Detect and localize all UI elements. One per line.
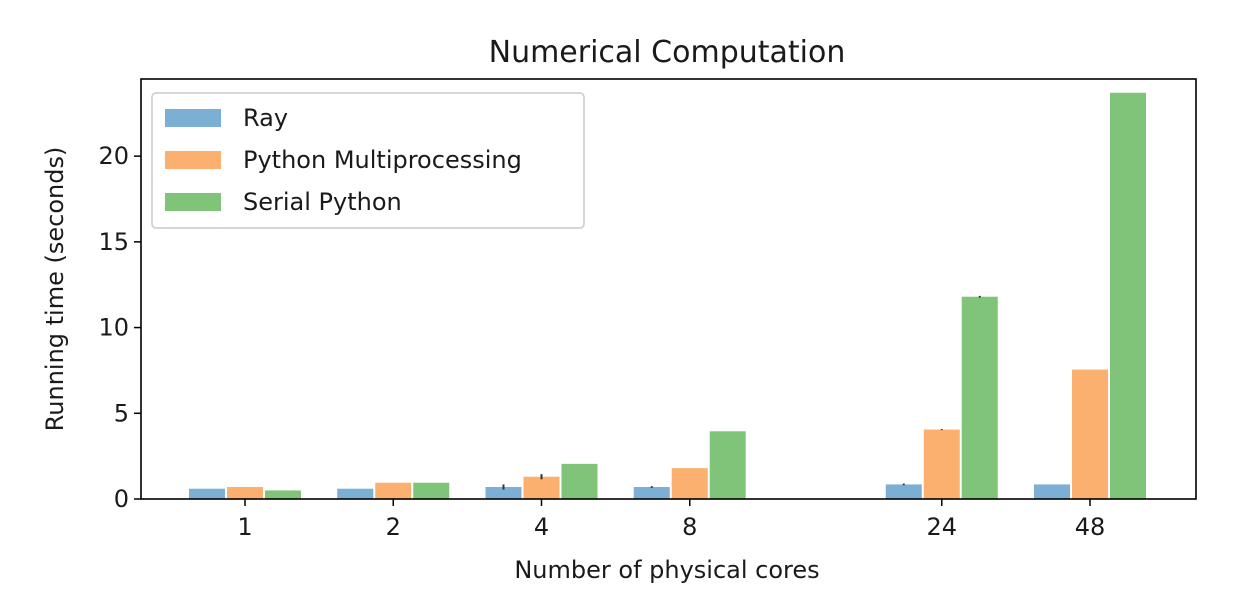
y-tick-label: 10 [98, 314, 129, 342]
bar-ray-8 [633, 487, 670, 499]
y-tick-label: 20 [98, 142, 129, 170]
chart-title: Numerical Computation [489, 35, 846, 70]
legend-swatch [165, 109, 221, 127]
legend-label: Python Multiprocessing [243, 146, 522, 174]
bar-python-multiprocessing-24 [923, 429, 960, 499]
x-axis-label: Number of physical cores [514, 556, 819, 584]
x-tick-label: 4 [534, 513, 549, 541]
legend-label: Serial Python [243, 188, 402, 216]
x-tick-label: 2 [386, 513, 401, 541]
legend: Ray Python Multiprocessing Serial Python [151, 92, 585, 229]
legend-swatch [165, 193, 221, 211]
y-tick-label: 5 [114, 399, 129, 427]
bar-python-multiprocessing-4 [523, 476, 560, 499]
x-axis: 1 2 4 8 24 48 [237, 499, 1105, 541]
bar-serial-python-4 [561, 463, 598, 499]
bar-ray-24 [885, 484, 922, 499]
y-axis-label: Running time (seconds) [41, 147, 69, 432]
legend-swatch [165, 151, 221, 169]
x-tick-label: 48 [1075, 513, 1106, 541]
y-tick-label: 0 [114, 485, 129, 513]
legend-label: Ray [243, 104, 288, 132]
bar-python-multiprocessing-1 [227, 487, 263, 499]
bar-serial-python-24 [961, 296, 998, 499]
bar-serial-python-48 [1110, 92, 1146, 499]
bar-serial-python-1 [265, 490, 301, 499]
bar-python-multiprocessing-8 [671, 468, 708, 499]
legend-box [151, 92, 585, 229]
x-tick-label: 1 [237, 513, 252, 541]
x-tick-label: 8 [682, 513, 697, 541]
bar-ray-2 [337, 488, 374, 499]
x-tick-label: 24 [926, 513, 957, 541]
y-axis: 0 5 10 15 20 [98, 142, 141, 513]
bar-serial-python-8 [709, 431, 746, 499]
plot-frame [140, 78, 1197, 500]
bar-serial-python-2 [413, 482, 450, 499]
y-tick-label: 15 [98, 228, 129, 256]
bar-ray-1 [189, 488, 225, 499]
bar-ray-4 [485, 487, 522, 499]
plot-area [189, 92, 1146, 499]
bar-python-multiprocessing-48 [1072, 369, 1108, 499]
bar-ray-48 [1034, 484, 1070, 499]
bar-python-multiprocessing-2 [375, 482, 412, 499]
